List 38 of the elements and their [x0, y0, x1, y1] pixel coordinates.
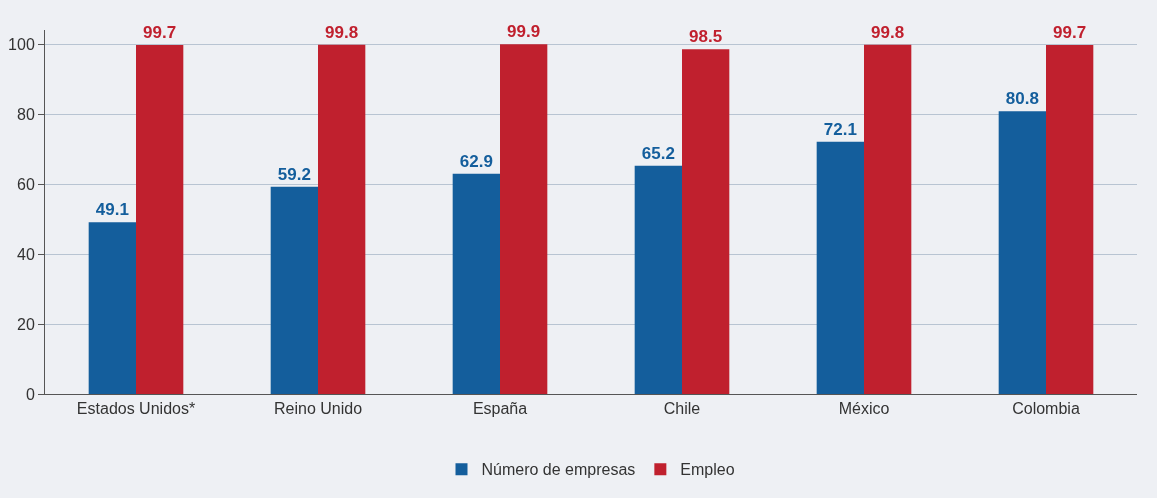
data-label: 72.1: [823, 119, 857, 139]
data-label: 99.8: [325, 22, 359, 42]
y-tick-label: 80: [17, 105, 35, 123]
x-tick-label: Colombia: [1012, 400, 1080, 418]
data-label: 99.9: [507, 22, 541, 42]
bar: [318, 44, 366, 394]
x-tick-label: España: [472, 400, 528, 418]
x-tick-label: Chile: [663, 400, 701, 418]
data-label: 59.2: [277, 164, 311, 184]
bar: [1046, 45, 1094, 394]
bar: [88, 222, 136, 394]
bar: [452, 173, 500, 394]
bar: [682, 49, 730, 394]
bar: [270, 186, 318, 394]
data-label: 98.5: [689, 27, 723, 47]
data-label: 62.9: [459, 151, 493, 171]
legend-label: Número de empresas: [481, 461, 636, 479]
bar: [634, 165, 682, 394]
legend-label: Empleo: [680, 461, 735, 479]
data-label: 99.7: [1053, 23, 1087, 43]
y-tick-label: 0: [25, 385, 35, 403]
bar: [136, 45, 184, 394]
bar: [998, 111, 1046, 394]
data-label: 80.8: [1005, 89, 1039, 109]
x-tick-label: México: [838, 400, 890, 418]
y-tick-label: 60: [17, 175, 35, 193]
data-label: 99.8: [871, 22, 905, 42]
x-tick-label: Estados Unidos*: [76, 400, 196, 418]
data-label: 49.1: [95, 200, 129, 220]
x-tick-label: Reino Unido: [273, 400, 363, 418]
y-tick-label: 20: [17, 315, 35, 333]
y-tick-label: 40: [17, 245, 35, 263]
data-label: 65.2: [641, 143, 675, 163]
bar: [864, 44, 912, 394]
data-label: 99.7: [143, 23, 177, 43]
bar: [816, 141, 864, 394]
bar: [500, 44, 548, 394]
y-tick-label: 100: [8, 35, 35, 53]
